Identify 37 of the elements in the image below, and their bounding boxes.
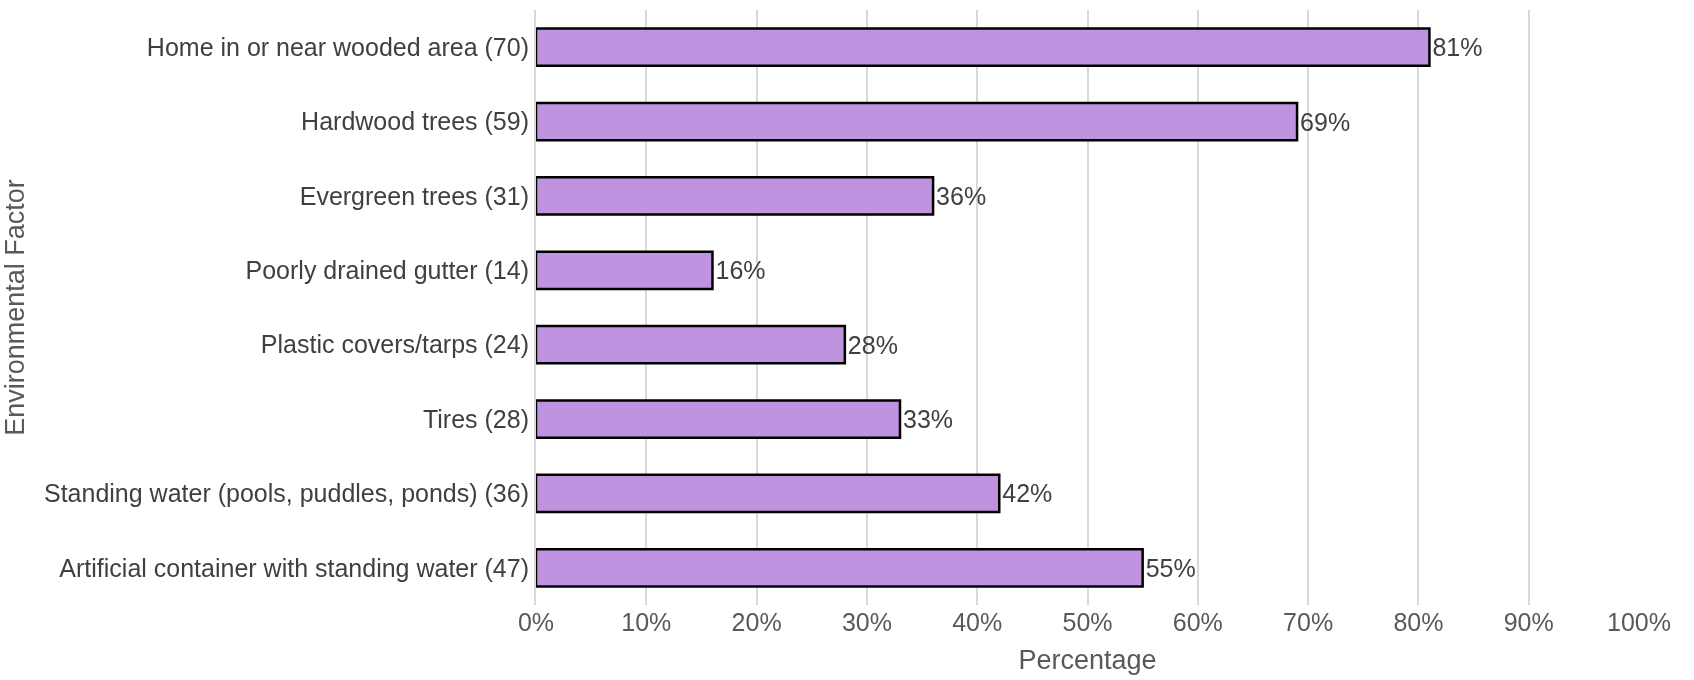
data-label: 36% (936, 181, 987, 210)
y-tick-label: Poorly drained gutter (14) (245, 256, 529, 285)
x-tick-label: 100% (1607, 608, 1671, 636)
x-axis-title: Percentage (1018, 645, 1157, 676)
bar (536, 473, 1001, 514)
data-label: 33% (902, 405, 954, 434)
x-tick-label: 0% (517, 608, 555, 636)
data-label: 69% (1300, 107, 1351, 136)
y-tick-label: Plastic covers/tarps (24) (260, 330, 529, 359)
bar (536, 399, 902, 439)
bar (536, 250, 714, 291)
bar (536, 101, 1299, 142)
data-label: 81% (1432, 33, 1483, 62)
x-tick-label: 50% (1062, 608, 1113, 636)
bar (536, 547, 1144, 588)
y-tick-label: Artificial container with standing water (47) (59, 553, 529, 582)
x-tick-label: 70% (1283, 608, 1334, 636)
x-tick-label: 80% (1393, 608, 1444, 636)
data-label: 28% (847, 330, 898, 359)
data-label: 16% (715, 256, 766, 285)
x-tick-label: 20% (731, 608, 782, 636)
x-tick-label: 90% (1503, 608, 1554, 636)
y-axis-title: Environmental Factor (0, 179, 30, 436)
y-tick-label: Hardwood trees (59) (301, 107, 529, 136)
y-tick-label: Tires (28) (422, 404, 529, 433)
y-tick-label: Home in or near wooded area (70) (146, 32, 529, 61)
bar (536, 176, 935, 216)
y-tick-label: Standing water (pools, puddles, ponds) (36) (43, 479, 529, 508)
bar (536, 324, 847, 365)
y-tick-label: Evergreen trees (31) (299, 181, 529, 210)
x-tick-label: 30% (841, 608, 892, 636)
x-tick-label: 60% (1172, 608, 1223, 636)
x-tick-label: 40% (952, 608, 1003, 636)
bar (536, 27, 1431, 68)
data-label: 42% (1002, 479, 1053, 508)
data-label: 55% (1145, 553, 1196, 582)
x-tick-label: 10% (621, 608, 672, 636)
